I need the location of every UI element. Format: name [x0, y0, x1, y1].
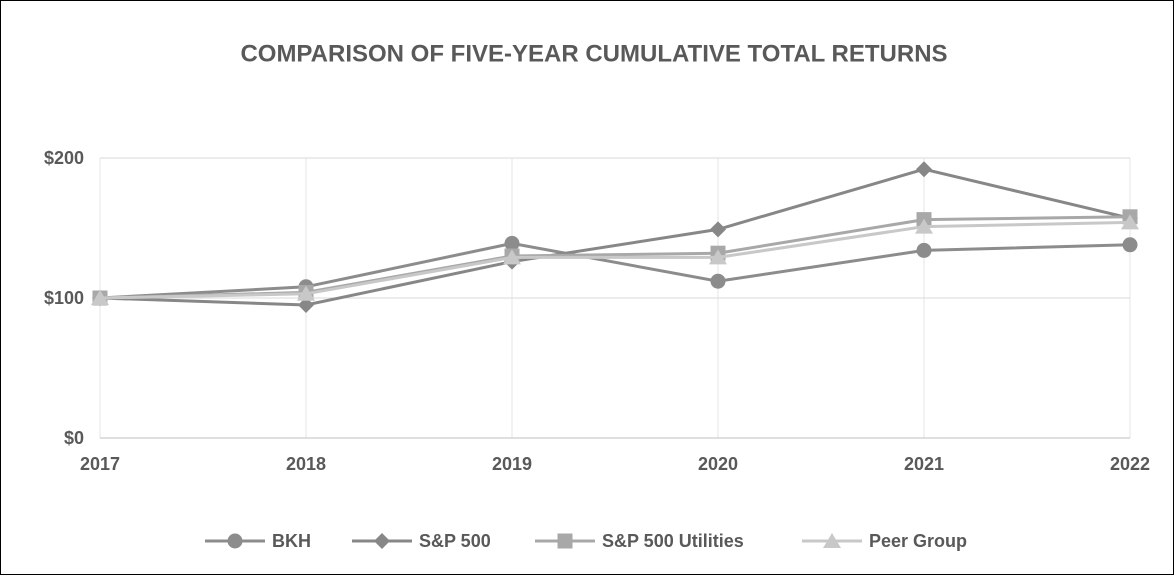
point-marker	[298, 297, 314, 313]
legend-label: Peer Group	[869, 531, 967, 551]
legend-marker	[374, 533, 390, 549]
series-line	[99, 167, 1131, 307]
point-marker	[710, 221, 726, 238]
x-tick-label: 2017	[80, 454, 120, 474]
legend-label: S&P 500	[419, 531, 491, 551]
x-tick-label: 2022	[1110, 454, 1150, 474]
legend-marker	[557, 533, 573, 549]
legend-label: S&P 500 Utilities	[602, 531, 744, 551]
point-marker	[916, 161, 932, 178]
point-marker	[504, 235, 520, 251]
legend-label: BKH	[272, 531, 311, 551]
legend-marker	[227, 533, 243, 549]
point-marker	[297, 285, 315, 301]
point-marker	[1121, 214, 1139, 230]
x-tick-label: 2018	[286, 454, 326, 474]
chart-title: COMPARISON OF FIVE-YEAR CUMULATIVE TOTAL…	[240, 40, 947, 67]
x-tick-label: 2020	[698, 454, 738, 474]
point-marker	[709, 249, 727, 265]
point-marker	[503, 249, 521, 265]
y-tick-label: $100	[44, 288, 84, 308]
point-marker	[916, 242, 932, 258]
x-tick-label: 2019	[492, 454, 532, 474]
point-marker	[710, 273, 726, 289]
series-line	[99, 220, 1131, 300]
legend-marker	[823, 533, 841, 548]
point-marker	[915, 218, 933, 234]
x-tick-label: 2021	[904, 454, 944, 474]
series-line	[99, 241, 1131, 300]
point-marker	[1122, 237, 1138, 253]
point-marker	[91, 290, 109, 305]
y-tick-label: $0	[64, 428, 84, 448]
y-tick-label: $200	[44, 148, 84, 168]
